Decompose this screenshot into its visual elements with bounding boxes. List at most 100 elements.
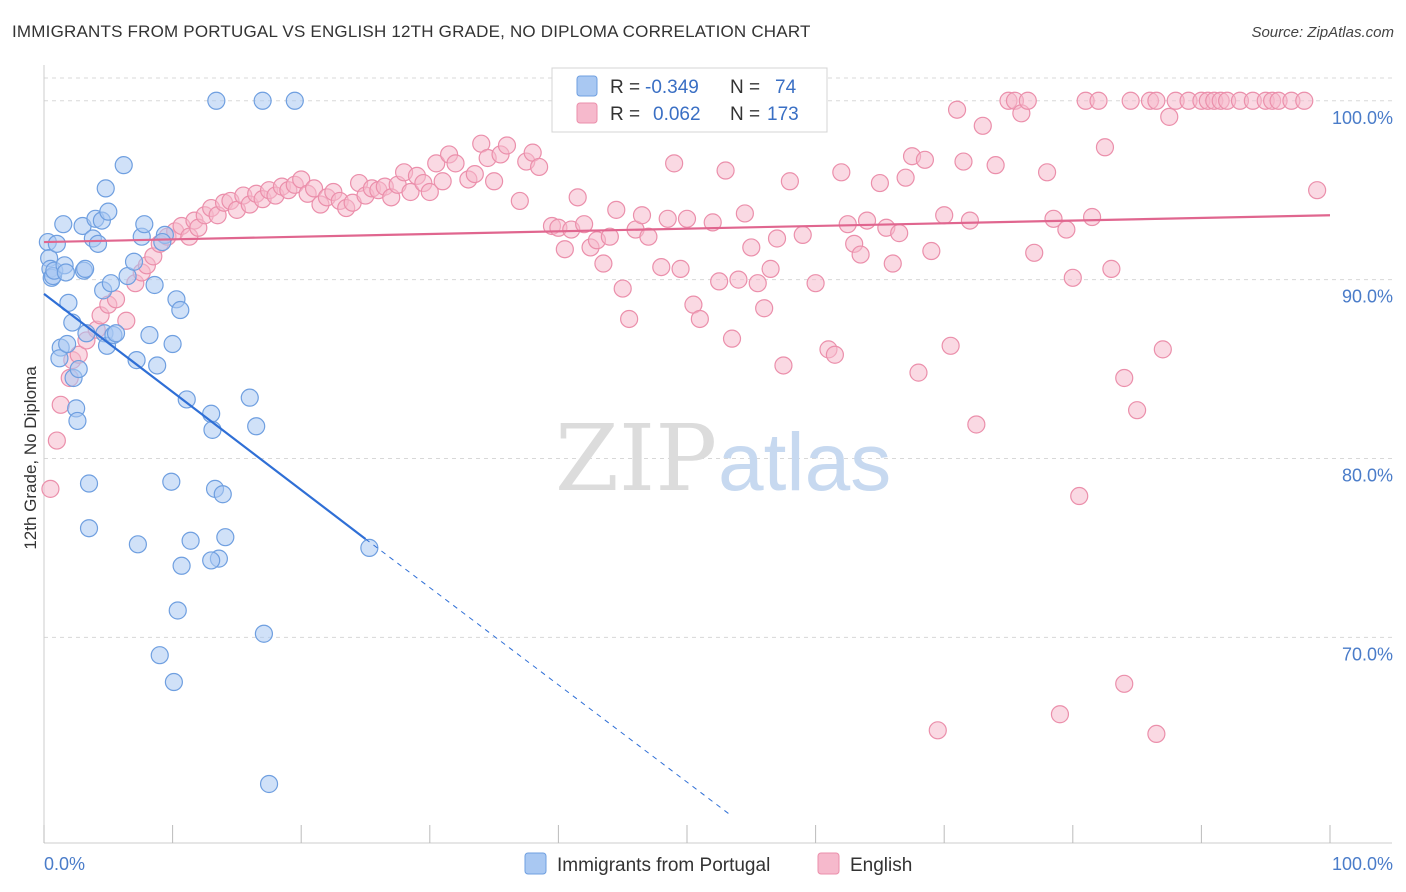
english-point xyxy=(690,309,709,329)
portugal-points xyxy=(38,91,379,794)
english-point xyxy=(51,395,70,414)
portugal-point xyxy=(285,91,304,110)
portugal-point xyxy=(79,519,99,538)
portugal-point xyxy=(213,485,232,504)
watermark: ZIP atlas xyxy=(555,405,891,512)
portugal-point xyxy=(247,417,266,436)
english-point xyxy=(1018,91,1037,110)
english-point xyxy=(1153,340,1172,359)
portugal-point xyxy=(153,232,172,252)
english-point xyxy=(446,154,465,173)
portugal-point xyxy=(135,215,154,234)
english-point xyxy=(1089,91,1108,110)
english-point xyxy=(774,356,793,375)
portugal-point xyxy=(216,528,235,547)
y-tick-label: 70.0% xyxy=(1342,644,1393,664)
portugal-point xyxy=(360,538,379,557)
english-point xyxy=(433,172,452,191)
portugal-point xyxy=(253,91,272,110)
portugal-point xyxy=(69,359,88,379)
portugal-point xyxy=(240,388,259,407)
english-point xyxy=(960,211,980,230)
x-tick-label-max: 100.0% xyxy=(1332,854,1393,874)
portugal-point xyxy=(128,535,147,554)
english-point xyxy=(722,329,742,348)
english-point xyxy=(1044,209,1063,228)
english-point xyxy=(986,156,1005,175)
english-point xyxy=(658,209,677,228)
english-point xyxy=(639,227,658,246)
english-point xyxy=(1025,243,1044,262)
portugal-point xyxy=(203,420,222,439)
english-point xyxy=(1050,705,1070,724)
portugal-point xyxy=(177,390,196,409)
english-point xyxy=(401,182,420,202)
english-point xyxy=(1102,259,1121,278)
series-legend: Immigrants from Portugal English xyxy=(524,852,912,876)
english-point xyxy=(420,182,439,202)
english-point xyxy=(729,270,748,289)
portugal-point xyxy=(99,202,118,221)
english-point xyxy=(1308,181,1327,200)
chart-source: Source: ZipAtlas.com xyxy=(1251,24,1394,41)
english-point xyxy=(41,479,60,498)
portugal-point xyxy=(47,234,66,253)
portugal-point xyxy=(101,274,120,293)
english-point xyxy=(967,415,986,434)
grid-lines xyxy=(44,77,1392,638)
portugal-point xyxy=(50,349,69,368)
english-point xyxy=(851,245,870,264)
portugal-point xyxy=(254,624,274,643)
y-axis-title: 12th Grade, No Diploma xyxy=(21,366,40,550)
english-point xyxy=(427,154,446,173)
english-point xyxy=(735,204,754,223)
portugal-point xyxy=(145,275,164,295)
english-point xyxy=(1121,91,1140,110)
english-point xyxy=(954,152,973,171)
english-point xyxy=(748,274,767,293)
portugal-point xyxy=(163,334,182,354)
english-point xyxy=(857,211,877,230)
legend-n-value-2: 173 xyxy=(767,104,799,125)
y-tick-label: 100.0% xyxy=(1332,108,1393,128)
english-point xyxy=(632,206,652,225)
english-point xyxy=(1160,107,1179,126)
english-point xyxy=(1115,674,1134,693)
portugal-point xyxy=(79,474,99,493)
english-point xyxy=(485,172,504,191)
english-point xyxy=(1147,91,1166,110)
portugal-point xyxy=(259,774,279,794)
portugal-point xyxy=(162,472,181,491)
portugal-point xyxy=(150,646,169,665)
english-point xyxy=(304,179,324,198)
english-point xyxy=(117,311,136,330)
english-point xyxy=(106,290,126,309)
legend-r-value-2: 0.062 xyxy=(653,104,701,125)
portugal-point xyxy=(54,215,73,234)
portugal-point xyxy=(68,411,87,431)
x-tick-label-min: 0.0% xyxy=(44,854,85,874)
english-point xyxy=(710,272,729,291)
portugal-point xyxy=(202,551,221,570)
series-legend-label-portugal: Immigrants from Portugal xyxy=(557,855,770,876)
english-point xyxy=(1127,401,1147,420)
english-point xyxy=(1115,368,1134,388)
portugal-point xyxy=(58,334,77,354)
english-point xyxy=(928,721,947,740)
legend-r-label-2: R = xyxy=(610,104,640,125)
english-point xyxy=(755,299,774,318)
portugal-point xyxy=(168,601,187,620)
legend-n-label-1: N = xyxy=(730,77,760,98)
portugal-point xyxy=(172,556,191,575)
english-point xyxy=(665,154,684,173)
english-point xyxy=(947,100,967,119)
english-point xyxy=(1057,220,1076,239)
english-point xyxy=(568,188,587,207)
legend-n-value-1: 74 xyxy=(775,77,797,98)
legend-r-label-1: R = xyxy=(610,77,640,98)
english-point xyxy=(1095,138,1115,157)
legend-n-label-2: N = xyxy=(730,104,760,125)
english-point xyxy=(935,206,954,225)
stats-legend-box xyxy=(551,67,828,133)
